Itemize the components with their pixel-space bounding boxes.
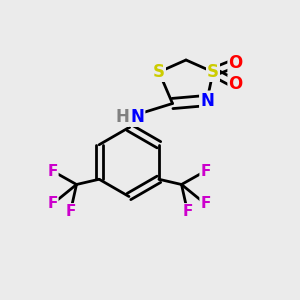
- Text: F: F: [47, 164, 58, 178]
- Text: H: H: [115, 108, 129, 126]
- Text: N: N: [200, 92, 214, 110]
- Text: F: F: [65, 204, 76, 219]
- Text: O: O: [228, 54, 243, 72]
- Text: F: F: [200, 196, 211, 211]
- Text: F: F: [182, 204, 193, 219]
- Text: F: F: [47, 196, 58, 211]
- Text: S: S: [153, 63, 165, 81]
- Text: F: F: [200, 164, 211, 178]
- Text: S: S: [207, 63, 219, 81]
- Text: O: O: [228, 75, 243, 93]
- Text: N: N: [130, 108, 144, 126]
